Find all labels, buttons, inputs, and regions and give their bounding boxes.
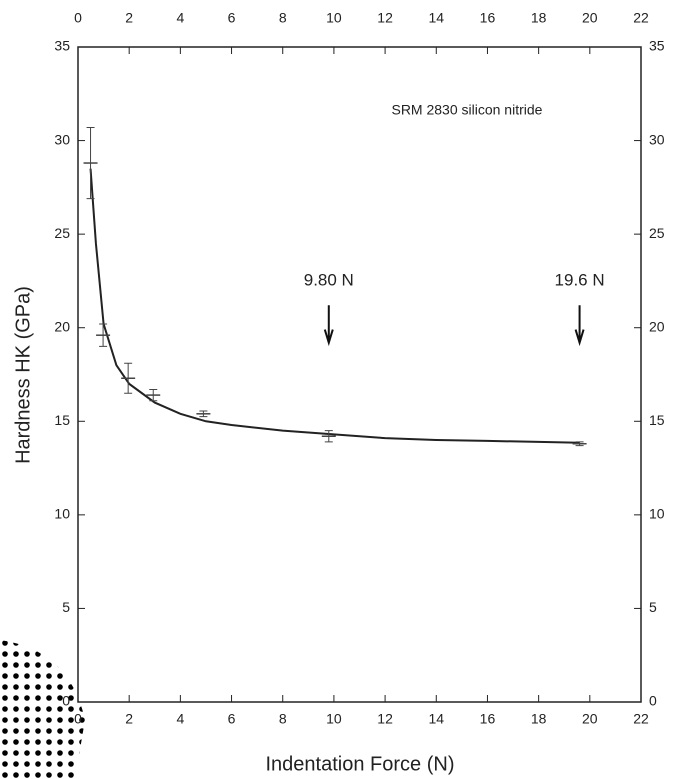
x-tick-label: 22 (633, 711, 649, 727)
x-tick-label: 8 (279, 711, 287, 727)
y-axis-label: Hardness HK (GPa) (12, 286, 34, 464)
x-tick-label: 6 (228, 711, 236, 727)
x-tick-label: 16 (480, 711, 496, 727)
fit-curve (89, 168, 580, 444)
x-top-tick-label: 20 (582, 10, 598, 26)
y-right-tick-label: 0 (649, 693, 657, 709)
x-tick-label: 2 (125, 711, 133, 727)
y-right-tick-label: 20 (649, 318, 665, 334)
y-tick-label: 5 (62, 599, 70, 615)
annotation: 9.80 N (304, 270, 354, 289)
y-tick-label: 0 (62, 693, 70, 709)
x-top-tick-label: 6 (228, 10, 236, 26)
x-tick-label: 12 (377, 711, 393, 727)
y-right-tick-label: 15 (649, 412, 665, 428)
y-right-tick-label: 35 (649, 38, 665, 54)
x-top-tick-label: 10 (326, 10, 342, 26)
x-top-tick-label: 12 (377, 10, 393, 26)
x-tick-label: 20 (582, 711, 598, 727)
x-top-tick-label: 22 (633, 10, 649, 26)
x-top-tick-label: 2 (125, 10, 133, 26)
annotation-arrow (574, 305, 585, 347)
y-tick-label: 30 (54, 131, 70, 147)
x-tick-label: 10 (326, 711, 342, 727)
y-tick-label: 35 (54, 38, 70, 54)
x-tick-label: 4 (176, 711, 184, 727)
y-tick-label: 15 (54, 412, 70, 428)
plot-frame (77, 46, 642, 703)
y-right-tick-label: 25 (649, 225, 665, 241)
x-tick-label: 14 (428, 711, 444, 727)
x-top-tick-label: 16 (480, 10, 496, 26)
y-right-tick-label: 30 (649, 131, 665, 147)
x-axis-label: Indentation Force (N) (266, 753, 455, 775)
y-tick-label: 10 (54, 506, 70, 522)
y-right-tick-label: 5 (649, 599, 657, 615)
y-tick-label: 25 (54, 225, 70, 241)
x-top-tick-label: 0 (74, 10, 82, 26)
decoration-dots (0, 640, 85, 779)
y-tick-label: 20 (54, 318, 70, 334)
x-tick-label: 18 (531, 711, 547, 727)
annotation-arrow (323, 305, 334, 347)
x-top-tick-label: 4 (176, 10, 184, 26)
x-tick-label: 0 (74, 711, 82, 727)
annotation: SRM 2830 silicon nitride (391, 101, 542, 117)
annotation: 19.6 N (555, 270, 605, 289)
x-top-tick-label: 14 (428, 10, 444, 26)
x-top-tick-label: 8 (279, 10, 287, 26)
y-right-tick-label: 10 (649, 506, 665, 522)
x-top-tick-label: 18 (531, 10, 547, 26)
